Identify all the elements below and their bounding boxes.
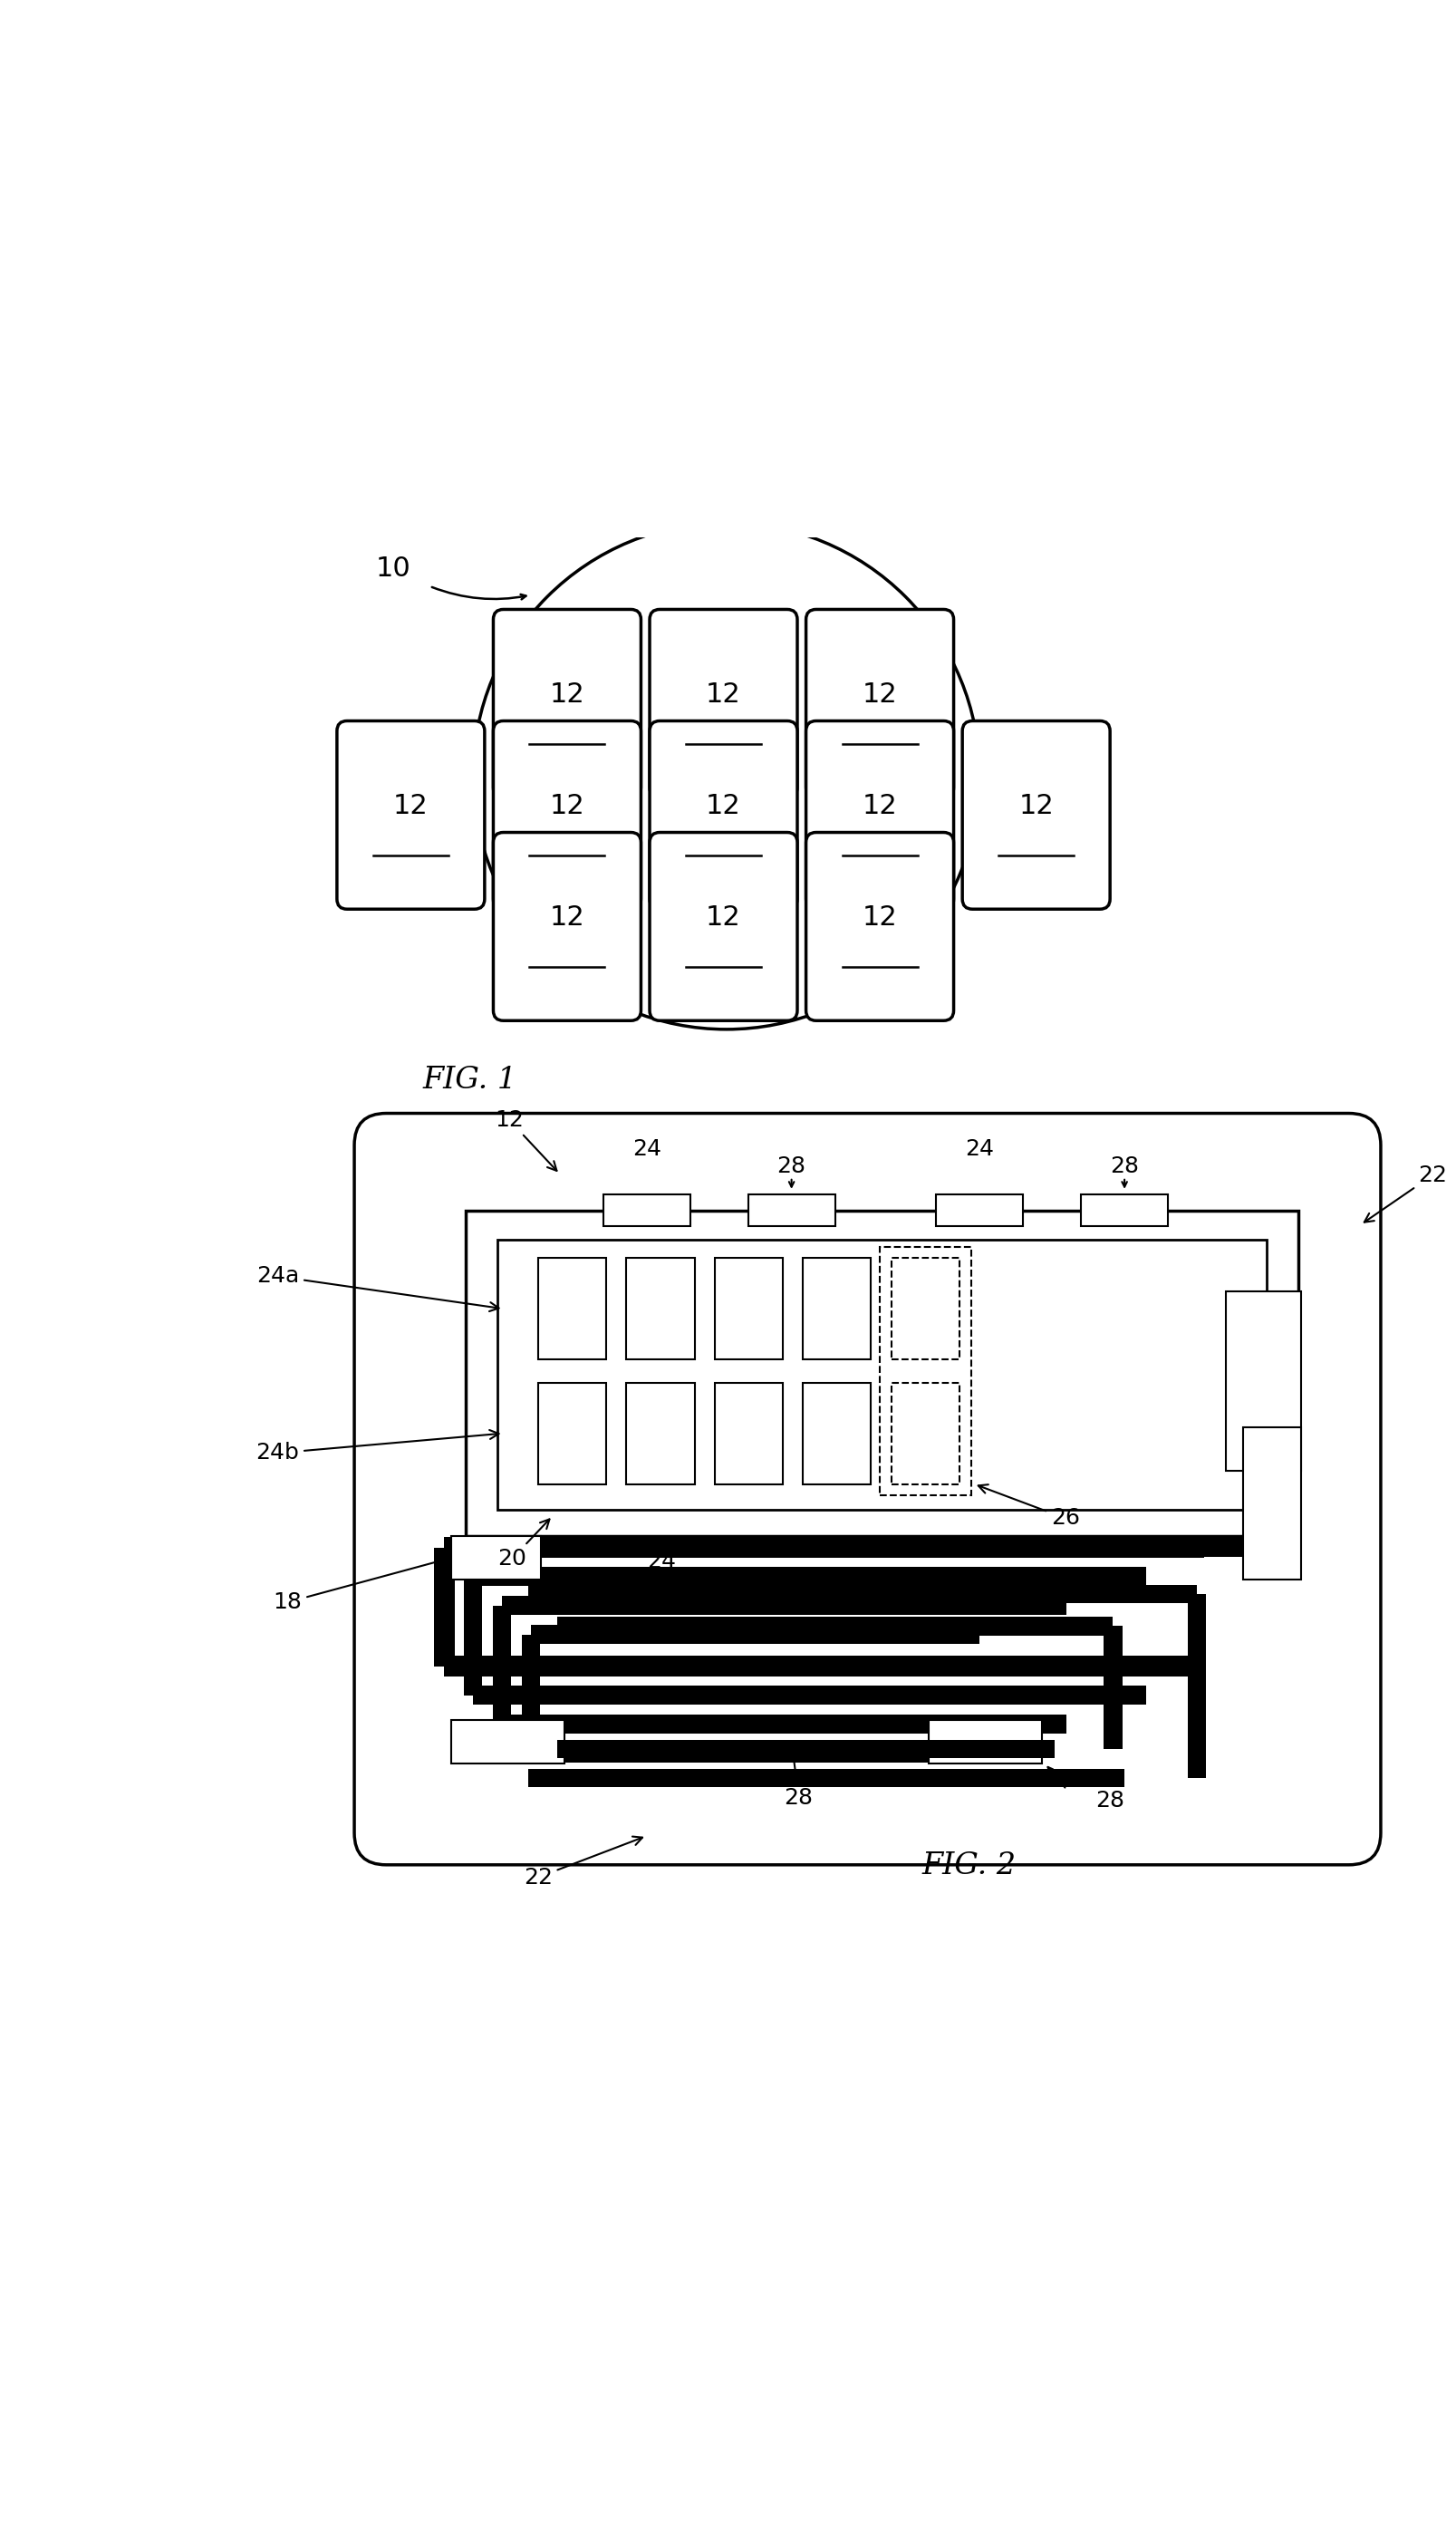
Bar: [451, 1536, 540, 1579]
Bar: [537, 1382, 606, 1483]
Text: 18: 18: [274, 1556, 447, 1614]
Bar: [626, 1258, 695, 1359]
Bar: [715, 1258, 782, 1359]
Text: 12: 12: [393, 794, 428, 820]
Text: 22: 22: [1363, 1165, 1446, 1223]
Text: 12: 12: [706, 794, 741, 820]
FancyBboxPatch shape: [649, 610, 796, 797]
Bar: [556, 1740, 1054, 1758]
Text: 26: 26: [977, 1485, 1079, 1528]
Bar: [1242, 1427, 1300, 1579]
Text: 20: 20: [498, 1518, 549, 1569]
Bar: [715, 1382, 782, 1483]
Bar: [1102, 1627, 1121, 1748]
Bar: [537, 1258, 606, 1359]
Text: 12: 12: [549, 905, 584, 931]
Text: FIG. 1: FIG. 1: [422, 1064, 517, 1095]
Bar: [492, 1607, 511, 1725]
Bar: [936, 1195, 1022, 1226]
Text: 12: 12: [706, 681, 741, 709]
Bar: [1203, 1538, 1268, 1556]
Text: 12: 12: [706, 905, 741, 931]
Text: FIG. 2: FIG. 2: [922, 1851, 1015, 1881]
Text: 24: 24: [646, 1551, 676, 1574]
Bar: [603, 1195, 690, 1226]
Text: 24b: 24b: [256, 1430, 498, 1463]
Text: 24a: 24a: [256, 1266, 498, 1311]
Bar: [1080, 1195, 1168, 1226]
Bar: [502, 1715, 1066, 1733]
Text: 24: 24: [632, 1137, 661, 1160]
FancyBboxPatch shape: [805, 721, 954, 908]
Bar: [434, 1549, 454, 1667]
FancyBboxPatch shape: [494, 610, 641, 797]
FancyBboxPatch shape: [354, 1112, 1380, 1864]
FancyBboxPatch shape: [336, 721, 485, 908]
Text: 12: 12: [862, 681, 897, 709]
FancyBboxPatch shape: [805, 610, 954, 797]
FancyBboxPatch shape: [962, 721, 1109, 908]
Bar: [527, 1768, 1124, 1788]
Bar: [521, 1634, 540, 1753]
Text: 24: 24: [965, 1137, 993, 1160]
Bar: [1187, 1594, 1206, 1778]
FancyBboxPatch shape: [494, 832, 641, 1021]
Bar: [891, 1382, 960, 1483]
Text: 28: 28: [1109, 1155, 1139, 1178]
Bar: [473, 1566, 1146, 1586]
Text: 28: 28: [776, 1155, 805, 1178]
Text: 10: 10: [376, 555, 411, 583]
Bar: [929, 1720, 1041, 1763]
Bar: [498, 1238, 1265, 1511]
Text: 28: 28: [1095, 1791, 1124, 1811]
Bar: [444, 1538, 1203, 1559]
Bar: [1224, 1291, 1300, 1470]
FancyBboxPatch shape: [805, 832, 954, 1021]
Text: 12: 12: [549, 681, 584, 709]
Bar: [626, 1382, 695, 1483]
FancyBboxPatch shape: [494, 721, 641, 908]
Bar: [556, 1617, 1112, 1634]
Bar: [527, 1584, 1197, 1604]
Bar: [879, 1246, 971, 1496]
Bar: [466, 1211, 1297, 1536]
Text: 28: 28: [783, 1745, 812, 1808]
Bar: [530, 1743, 978, 1763]
Bar: [530, 1624, 978, 1644]
Bar: [451, 1720, 563, 1763]
Text: 12: 12: [495, 1110, 556, 1170]
Bar: [444, 1657, 1203, 1677]
FancyBboxPatch shape: [649, 721, 796, 908]
Text: 12: 12: [549, 794, 584, 820]
Bar: [473, 1687, 1146, 1705]
Text: 12: 12: [862, 794, 897, 820]
FancyBboxPatch shape: [649, 832, 796, 1021]
Text: 22: 22: [523, 1836, 642, 1889]
Bar: [891, 1258, 960, 1359]
Bar: [802, 1382, 871, 1483]
Bar: [463, 1576, 482, 1695]
Bar: [747, 1195, 834, 1226]
Text: 12: 12: [862, 905, 897, 931]
Bar: [502, 1596, 1066, 1614]
Text: 12: 12: [1018, 794, 1053, 820]
Bar: [802, 1258, 871, 1359]
